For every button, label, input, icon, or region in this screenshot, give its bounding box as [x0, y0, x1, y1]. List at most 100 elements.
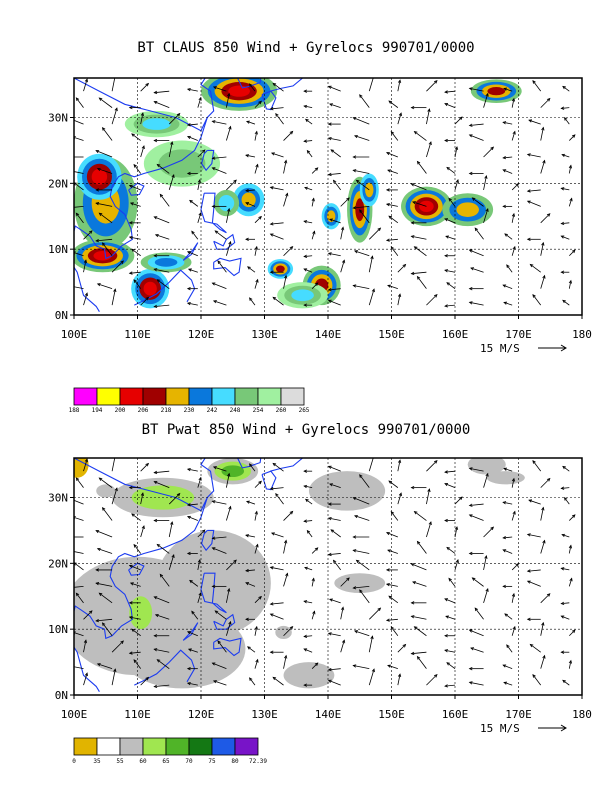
- shade-region: [467, 458, 506, 475]
- wind-vector: [530, 264, 541, 273]
- shade-region: [228, 85, 250, 97]
- wind-vector-head: [428, 521, 432, 526]
- wind-vector: [283, 275, 287, 289]
- wind-vector-head: [468, 87, 473, 91]
- wind-vector-head: [484, 175, 488, 179]
- wind-vector-head: [444, 483, 449, 487]
- wind-vector-head: [198, 476, 202, 481]
- wind-vector: [304, 255, 313, 257]
- wind-vector-head: [170, 521, 174, 526]
- wind-vector-head: [187, 648, 192, 652]
- colorbar-label: 248: [230, 407, 241, 414]
- wind-vector: [397, 460, 401, 472]
- wind-vector-head: [140, 492, 145, 497]
- wind-vector: [168, 521, 173, 538]
- x-tick-label: 130E: [251, 328, 278, 341]
- wind-vector: [426, 109, 430, 125]
- wind-vector-head: [153, 101, 158, 105]
- wind-vector: [154, 90, 170, 94]
- wind-vector: [504, 233, 513, 240]
- wind-vector-head: [352, 284, 357, 288]
- wind-vector: [503, 549, 513, 554]
- wind-vector: [417, 656, 427, 669]
- wind-vector: [131, 513, 141, 521]
- wind-vector-head: [245, 568, 249, 573]
- wind-vector-head: [303, 648, 308, 652]
- wind-vector: [503, 536, 513, 539]
- wind-vector-head: [484, 555, 488, 559]
- wind-vector-head: [186, 503, 191, 507]
- wind-vector-head: [526, 189, 531, 193]
- wind-vector: [469, 681, 484, 686]
- wind-vector-head: [390, 511, 395, 515]
- x-tick-label: 180: [572, 328, 592, 341]
- wind-vector: [333, 560, 342, 571]
- wind-vector-head: [245, 582, 249, 586]
- wind-vector: [96, 582, 113, 587]
- wind-vector-head: [444, 518, 448, 523]
- wind-vector: [303, 648, 313, 653]
- wind-vector-head: [446, 546, 451, 551]
- wind-vector-head: [445, 615, 450, 619]
- colorbar-swatch: [119, 737, 144, 756]
- wind-vector-head: [471, 197, 476, 201]
- wind-vector-head: [504, 233, 508, 237]
- wind-vector-head: [560, 486, 565, 490]
- wind-vector-head: [468, 681, 473, 685]
- wind-vector-head: [186, 681, 191, 686]
- wind-vector: [540, 478, 551, 488]
- wind-vector-head: [128, 221, 133, 225]
- wind-vector: [530, 644, 541, 653]
- wind-vector: [270, 602, 284, 605]
- wind-vector-head: [227, 207, 231, 212]
- wind-vector-head: [398, 492, 403, 497]
- wind-vector: [330, 529, 341, 538]
- wind-vector-head: [370, 255, 374, 260]
- wind-vector: [212, 547, 227, 554]
- wind-vector: [564, 497, 570, 505]
- shade-region: [129, 596, 153, 630]
- wind-vector-head: [413, 246, 418, 250]
- wind-vector-head: [186, 287, 191, 291]
- shade-region: [96, 484, 116, 498]
- wind-vector-head: [444, 103, 449, 107]
- wind-vector-head: [471, 577, 476, 581]
- wind-vector: [444, 269, 456, 273]
- wind-vector-head: [133, 279, 137, 283]
- wind-vector-head: [304, 498, 309, 503]
- wind-vector-head: [95, 568, 99, 572]
- wind-vector-head: [186, 551, 191, 556]
- wind-vector: [470, 267, 484, 273]
- wind-vector-head: [341, 639, 346, 644]
- wind-vector-head: [153, 138, 158, 143]
- wind-vector-head: [197, 559, 201, 563]
- wind-vector: [283, 573, 288, 587]
- x-tick-label: 170E: [505, 328, 532, 341]
- wind-vector-head: [416, 275, 421, 280]
- wind-vector-head: [306, 529, 311, 534]
- wind-vector-head: [444, 649, 449, 653]
- x-tick-label: 100E: [61, 708, 88, 721]
- wind-vector: [469, 134, 484, 141]
- wind-vector: [387, 664, 398, 670]
- wind-vector: [328, 252, 341, 257]
- wind-vector: [397, 492, 402, 505]
- wind-vector-head: [385, 238, 390, 242]
- wind-vector-head: [388, 595, 393, 600]
- wind-vector: [213, 300, 227, 306]
- wind-vector: [212, 167, 227, 174]
- wind-vector-head: [120, 640, 124, 644]
- wind-vector: [99, 212, 113, 224]
- wind-vector: [133, 279, 141, 289]
- wind-vector-head: [95, 238, 100, 243]
- wind-vector-head: [528, 499, 533, 503]
- wind-vector: [187, 631, 198, 637]
- wind-vector: [540, 127, 544, 141]
- wind-vector: [159, 574, 170, 587]
- wind-vector-head: [444, 90, 448, 94]
- wind-vector: [359, 209, 370, 224]
- wind-vector-head: [269, 566, 274, 570]
- wind-vector: [387, 169, 398, 174]
- wind-vector: [270, 186, 284, 191]
- wind-vector-head: [512, 510, 516, 515]
